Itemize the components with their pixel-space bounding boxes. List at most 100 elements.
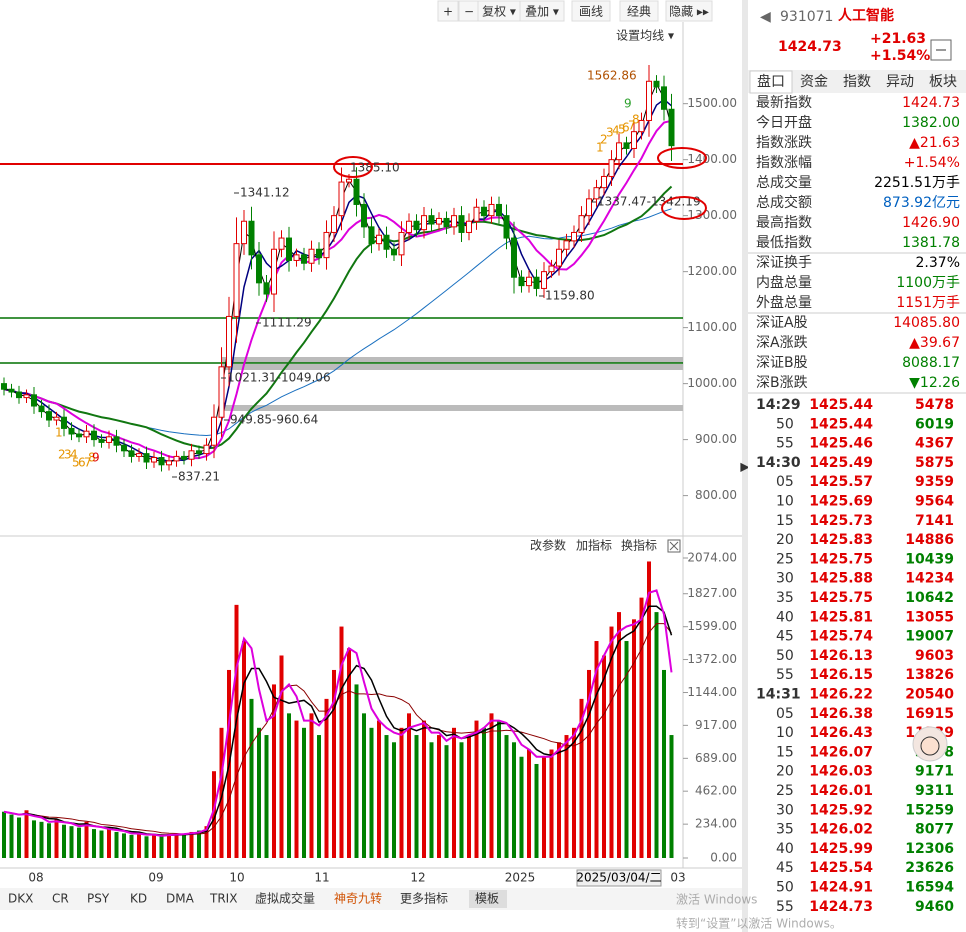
quote-change: +21.63 [870,31,926,47]
volume-bar [617,612,621,858]
volume-bar [39,821,44,858]
y-tick-label: 1500.00 [687,96,737,110]
toolbar-button[interactable] [665,0,713,22]
toolbar-button[interactable] [519,0,565,22]
panel-tab[interactable]: 指数 [843,74,871,90]
indicator-tab[interactable]: 更多指标 [400,891,448,906]
volume-bar [219,727,224,858]
toolbar-button[interactable] [619,0,659,22]
volume-bar [77,827,81,858]
stat-value: 1382.00 [902,115,960,131]
back-arrow[interactable]: ◀ [760,9,771,25]
volume-bar [572,727,576,858]
volume-button[interactable]: 加指标 [576,538,612,553]
candle-body [211,416,217,446]
stat-value: ▲21.63 [909,135,960,151]
toolbar-button[interactable] [437,0,459,22]
tick-time: 55 [776,436,794,452]
avatar-face [920,736,940,756]
annotation: 1385.10 [350,161,400,175]
candle-body [578,215,585,233]
support-lines [0,163,683,411]
y-tick-label: 1100.00 [687,320,737,334]
volume-bar [47,823,51,858]
tick-time: 20 [776,532,794,548]
candle-body [241,220,247,245]
nine-turn: 7 [628,119,636,133]
panel-tab[interactable]: 板块 [929,74,957,90]
tick-time: 35 [776,590,794,606]
toolbar-label: 画线 [579,5,603,19]
toolbar-label: 隐藏 ▸▸ [669,5,709,19]
volume-bar [347,648,351,858]
candle-body [488,203,495,217]
indicator-tab[interactable]: 模板 [475,892,499,906]
indicator-tab[interactable]: DMA [166,892,195,906]
volume-bar [444,745,449,858]
volume-bar [272,684,276,858]
candle-body [631,131,637,149]
candle-body [76,433,82,438]
annotation: 1562.86 [587,69,637,83]
tick-volume: 6019 [915,416,954,432]
candle-body [638,119,645,133]
y2-tick-label: 917.00 [695,718,737,732]
tick-price: 1425.54 [809,860,873,876]
indicator-tab[interactable]: KD [130,892,147,906]
panel-tab[interactable]: 异动 [886,74,914,90]
stat-value: +1.54% [904,155,960,171]
panel-tab[interactable]: 盘口 [757,73,785,90]
tick-price: 1426.38 [809,706,873,722]
indicator-tab[interactable]: DKX [8,892,33,906]
volume-bar [482,727,486,858]
candle-body [496,203,502,217]
tick-price: 1425.88 [809,571,873,587]
y-tick-label: 1300.00 [687,208,737,222]
indicator-tab[interactable]: CR [52,892,69,906]
y2-tick-label: 462.00 [695,784,737,798]
y2-tick-label: 2074.00 [687,551,737,565]
indicator-tab[interactable]: TRIX [209,892,237,906]
candle-body [106,436,112,443]
tick-time: 40 [776,609,794,625]
stat-label: 深证换手 [756,254,812,271]
volume-bar [377,720,381,858]
indicator-tab[interactable]: 虚拟成交量 [255,891,315,906]
toolbar-button[interactable] [571,0,611,22]
volume-bar [302,727,306,858]
nine-turn: 6 [78,456,86,470]
stat-label: 指数涨幅 [756,155,812,171]
x-tick-label: 12 [410,871,425,885]
volume-ma [3,589,673,837]
ma-setting[interactable]: 设置均线 ▾ [616,29,674,43]
annotation: 1159.80 [545,289,595,303]
panel-tab[interactable]: 资金 [800,74,828,90]
volume-button[interactable]: 改参数 [530,538,566,553]
indicator-tab[interactable]: PSY [87,892,110,906]
x-tick-label: 09 [148,871,163,885]
volume-bar [624,641,629,858]
candle-body [533,276,540,289]
volume-bar [339,626,344,858]
nine-turn: 9 [624,97,632,111]
nine-turn: 9 [92,451,100,465]
quote-pct: +1.54% [870,48,930,64]
candle-body [503,215,510,239]
volume-bar [384,735,389,858]
splitter[interactable] [742,0,748,932]
tick-volume: 13055 [905,609,954,625]
tick-volume: 20540 [905,687,954,703]
candle-body [218,366,225,418]
volume-bar [257,727,261,858]
candle-body [623,142,630,149]
volume-bar [62,824,66,858]
candle-body [46,411,52,421]
indicator-tab[interactable]: 神奇九转 [334,891,382,906]
toolbar-label: 经典 [627,5,651,19]
candle-body [451,215,457,228]
nine-turn: 5 [618,123,626,137]
tick-price: 1425.83 [809,532,873,548]
volume-button[interactable]: 换指标 [621,538,657,553]
candle-body [541,271,547,289]
